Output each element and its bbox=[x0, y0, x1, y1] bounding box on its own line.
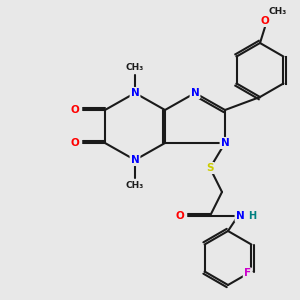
Text: CH₃: CH₃ bbox=[126, 182, 144, 190]
Text: CH₃: CH₃ bbox=[126, 62, 144, 71]
Text: N: N bbox=[236, 211, 244, 221]
Text: N: N bbox=[130, 155, 140, 165]
Text: O: O bbox=[261, 16, 269, 26]
Text: N: N bbox=[190, 88, 200, 98]
Text: N: N bbox=[220, 138, 230, 148]
Text: O: O bbox=[70, 105, 80, 115]
Text: F: F bbox=[244, 268, 251, 278]
Text: O: O bbox=[176, 211, 184, 221]
Text: H: H bbox=[248, 211, 256, 221]
Text: O: O bbox=[70, 138, 80, 148]
Text: S: S bbox=[206, 163, 214, 173]
Text: CH₃: CH₃ bbox=[269, 7, 287, 16]
Text: N: N bbox=[130, 88, 140, 98]
